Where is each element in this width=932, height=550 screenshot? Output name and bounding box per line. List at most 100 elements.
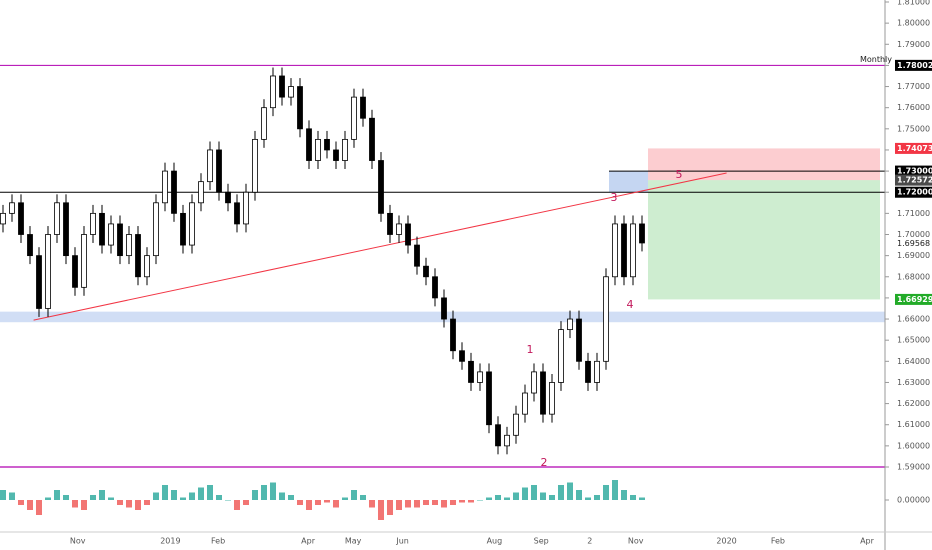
x-tick-label: 2 — [587, 537, 592, 546]
macd-bar — [0, 490, 6, 500]
y-tick-label: 1.64000 — [897, 357, 930, 366]
candle-body — [243, 191, 249, 225]
candle-body — [90, 212, 96, 235]
macd-bar — [278, 492, 285, 500]
candle-body — [126, 234, 132, 257]
macd-bar — [8, 492, 15, 500]
wave-label: 2 — [541, 456, 548, 469]
y-tick-label: 1.63000 — [897, 378, 930, 387]
candle-body — [9, 202, 15, 214]
macd-bar — [224, 500, 231, 501]
wave-label: 5 — [676, 168, 683, 181]
macd-bar — [602, 485, 609, 500]
price-badge — [895, 186, 932, 198]
candle-body — [63, 202, 69, 257]
price-label: 1.78002 — [897, 61, 932, 70]
wave-label: 4 — [627, 298, 634, 311]
macd-bar — [125, 500, 132, 508]
candle-body — [342, 138, 348, 161]
candle-body — [603, 276, 609, 362]
macd-bar — [116, 500, 123, 505]
macd-bar — [458, 500, 465, 503]
candle-body — [441, 297, 447, 320]
macd-bar — [260, 485, 267, 500]
candle-body — [261, 107, 267, 140]
candle-body — [108, 223, 114, 246]
y-tick-label: 1.80000 — [897, 19, 930, 28]
macd-bar — [386, 500, 393, 515]
stop-box — [648, 148, 880, 181]
candle-body — [252, 138, 258, 193]
macd-bar — [512, 492, 519, 500]
candle-body — [234, 202, 240, 225]
candle-body — [414, 244, 420, 267]
candle-body — [477, 371, 483, 383]
y-tick-label: 1.70000 — [897, 230, 930, 239]
candle-body — [450, 318, 456, 352]
price-label: 1.74073 — [897, 144, 932, 153]
candle-body — [216, 149, 222, 193]
candle-body — [171, 170, 177, 214]
candle-body — [630, 223, 636, 278]
candle-body — [504, 434, 510, 447]
candle-body — [45, 234, 51, 309]
price-label: 1.69568 — [897, 239, 930, 248]
price-label: 1.66929 — [897, 295, 932, 304]
y-tick-label: 1.77000 — [897, 82, 930, 91]
candle-body — [531, 371, 537, 394]
candle-body — [306, 128, 312, 161]
macd-bar — [422, 500, 429, 505]
x-tick-label: Aug — [487, 537, 503, 546]
candle-body — [522, 392, 528, 415]
macd-bar — [296, 500, 303, 505]
macd-bar — [539, 492, 546, 500]
candle-body — [387, 212, 393, 235]
candle-body — [333, 149, 339, 161]
candle-body — [486, 371, 492, 426]
macd-bar — [467, 500, 474, 503]
x-tick-label: 2020 — [716, 537, 736, 546]
macd-bar — [521, 487, 528, 500]
macd-bar — [638, 497, 645, 500]
resistance-box — [609, 171, 648, 193]
macd-bar — [287, 495, 294, 500]
candle-body — [144, 255, 150, 278]
wave-label: 3 — [611, 191, 618, 204]
y-tick-label: 1.75000 — [897, 124, 930, 133]
candle-body — [270, 75, 276, 109]
macd-bar — [44, 497, 51, 500]
y-tick-label: 1.71000 — [897, 209, 930, 218]
macd-bar — [449, 500, 456, 505]
macd-bar — [584, 497, 591, 500]
candle-body — [468, 360, 474, 383]
macd-bar — [197, 487, 204, 500]
macd-bar — [359, 495, 366, 500]
macd-bar — [341, 497, 348, 500]
candle-body — [324, 138, 330, 151]
y-tick-label: 1.61000 — [897, 420, 930, 429]
macd-bar — [629, 495, 636, 500]
price-label: 1.73000 — [897, 167, 932, 176]
y-tick-label: 1.79000 — [897, 40, 930, 49]
macd-bar — [557, 485, 564, 500]
x-tick-label: Sep — [534, 537, 549, 546]
candle-body — [423, 265, 429, 278]
y-tick-label: 1.76000 — [897, 103, 930, 112]
macd-bar — [431, 500, 438, 505]
macd-bar — [188, 492, 195, 500]
candle-body — [621, 223, 627, 278]
macd-bar — [62, 495, 69, 500]
candle-body — [153, 202, 159, 257]
macd-bar — [323, 500, 330, 503]
macd-bar — [377, 500, 384, 520]
macd-bar — [440, 500, 447, 508]
price-badge — [895, 174, 932, 186]
macd-bar — [251, 490, 258, 500]
y-tick-label: 1.59000 — [897, 463, 930, 472]
macd-bar — [71, 500, 78, 508]
trendline — [33, 172, 727, 321]
candle-body — [0, 212, 6, 225]
macd-bar — [530, 485, 537, 500]
candle-body — [54, 202, 60, 235]
